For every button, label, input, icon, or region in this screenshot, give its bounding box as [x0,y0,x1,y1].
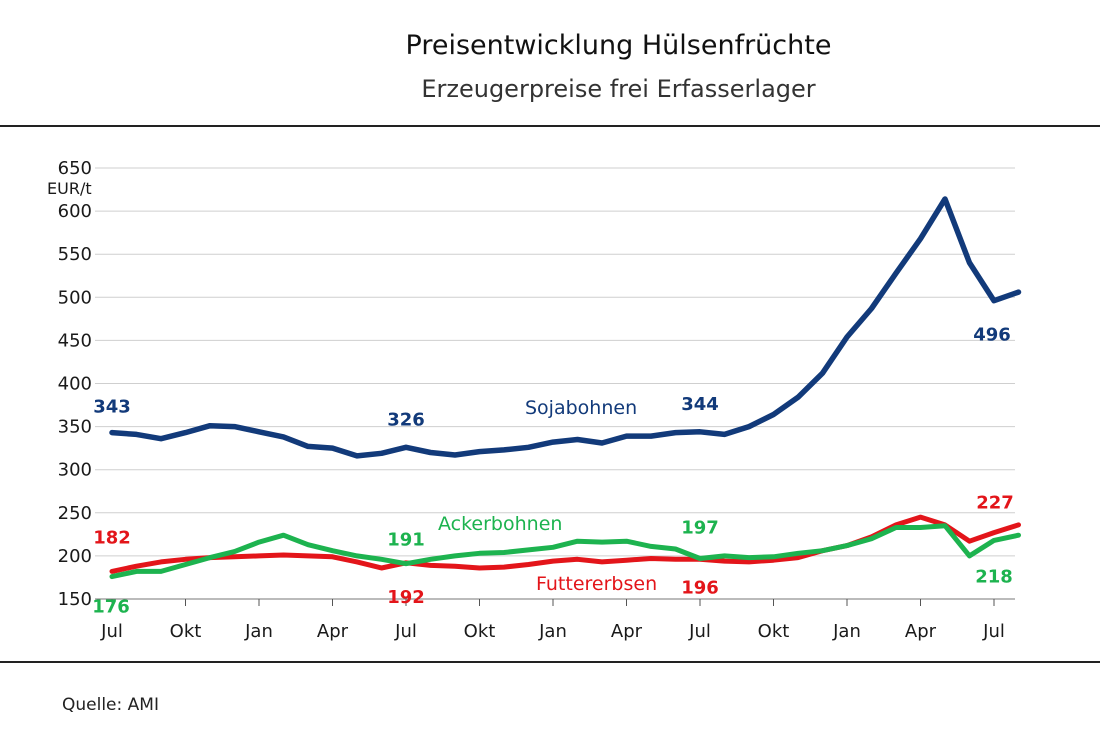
x-tick-label-7: Apr [611,621,643,642]
data-label-futtererbsen-24: 196 [681,577,719,598]
x-tick-label-6: Jan [538,621,567,642]
x-tick-label-12: Jul [982,621,1005,642]
y-tick-label-200: 200 [58,546,92,567]
source-note: Quelle: AMI [62,695,159,715]
y-tick-label-350: 350 [58,417,92,438]
bottom-divider [0,661,1100,663]
chart-subtitle: Erzeugerpreise frei Erfasserlager [421,75,816,103]
data-label-ackerbohnen-12: 191 [387,530,425,551]
data-label-ackerbohnen-24: 197 [681,517,719,538]
data-label-futtererbsen-0: 182 [93,527,131,548]
series-lines [109,196,1022,580]
data-label-futtererbsen-12: 192 [387,587,425,608]
x-tick-label-5: Okt [464,621,496,642]
y-tick-label-150: 150 [58,589,92,610]
data-label-sojabohnen-24: 344 [681,394,719,415]
data-label-futtererbsen-36: 227 [976,493,1014,514]
y-tick-label-300: 300 [58,460,92,481]
y-axis-unit-label: EUR/t [47,179,92,198]
x-tick-label-4: Jul [394,621,417,642]
x-tick-label-1: Okt [170,621,202,642]
top-divider [0,125,1100,127]
y-tick-label-650: 650 [58,158,92,179]
data-label-ackerbohnen-36: 218 [975,566,1013,587]
data-label-sojabohnen-12: 326 [387,409,425,430]
x-axis: Jul Okt Jan Apr Jul Okt Jan Apr Jul Okt Jan Apr Jul [95,598,1015,642]
data-label-sojabohnen-0: 343 [93,397,131,418]
y-tick-label-500: 500 [58,287,92,308]
series-label-sojabohnen: Sojabohnen [525,397,637,419]
x-tick-label-8: Jul [688,621,711,642]
series-label-ackerbohnen: Ackerbohnen [438,513,562,535]
data-labels: Sojabohnen Ackerbohnen Futtererbsen 343 326 3… [92,325,1014,618]
x-tick-label-3: Apr [317,621,349,642]
y-tick-label-550: 550 [58,244,92,265]
x-tick-label-10: Jan [832,621,861,642]
gridlines [95,167,1015,600]
data-label-sojabohnen-36: 496 [973,325,1011,346]
data-label-ackerbohnen-0: 176 [92,597,130,618]
x-tick-label-11: Apr [905,621,937,642]
y-tick-label-450: 450 [58,330,92,351]
series-line-sojabohnen [109,196,1022,459]
chart-title: Preisentwicklung Hülsenfrüchte [405,30,832,61]
y-tick-label-600: 600 [58,201,92,222]
x-tick-label-9: Okt [758,621,790,642]
series-label-futtererbsen: Futtererbsen [536,573,657,595]
y-tick-label-400: 400 [58,374,92,395]
series-line-ackerbohnen [109,523,1021,580]
y-tick-label-250: 250 [58,503,92,524]
x-tick-label-2: Jan [244,621,273,642]
x-tick-label-0: Jul [100,621,123,642]
